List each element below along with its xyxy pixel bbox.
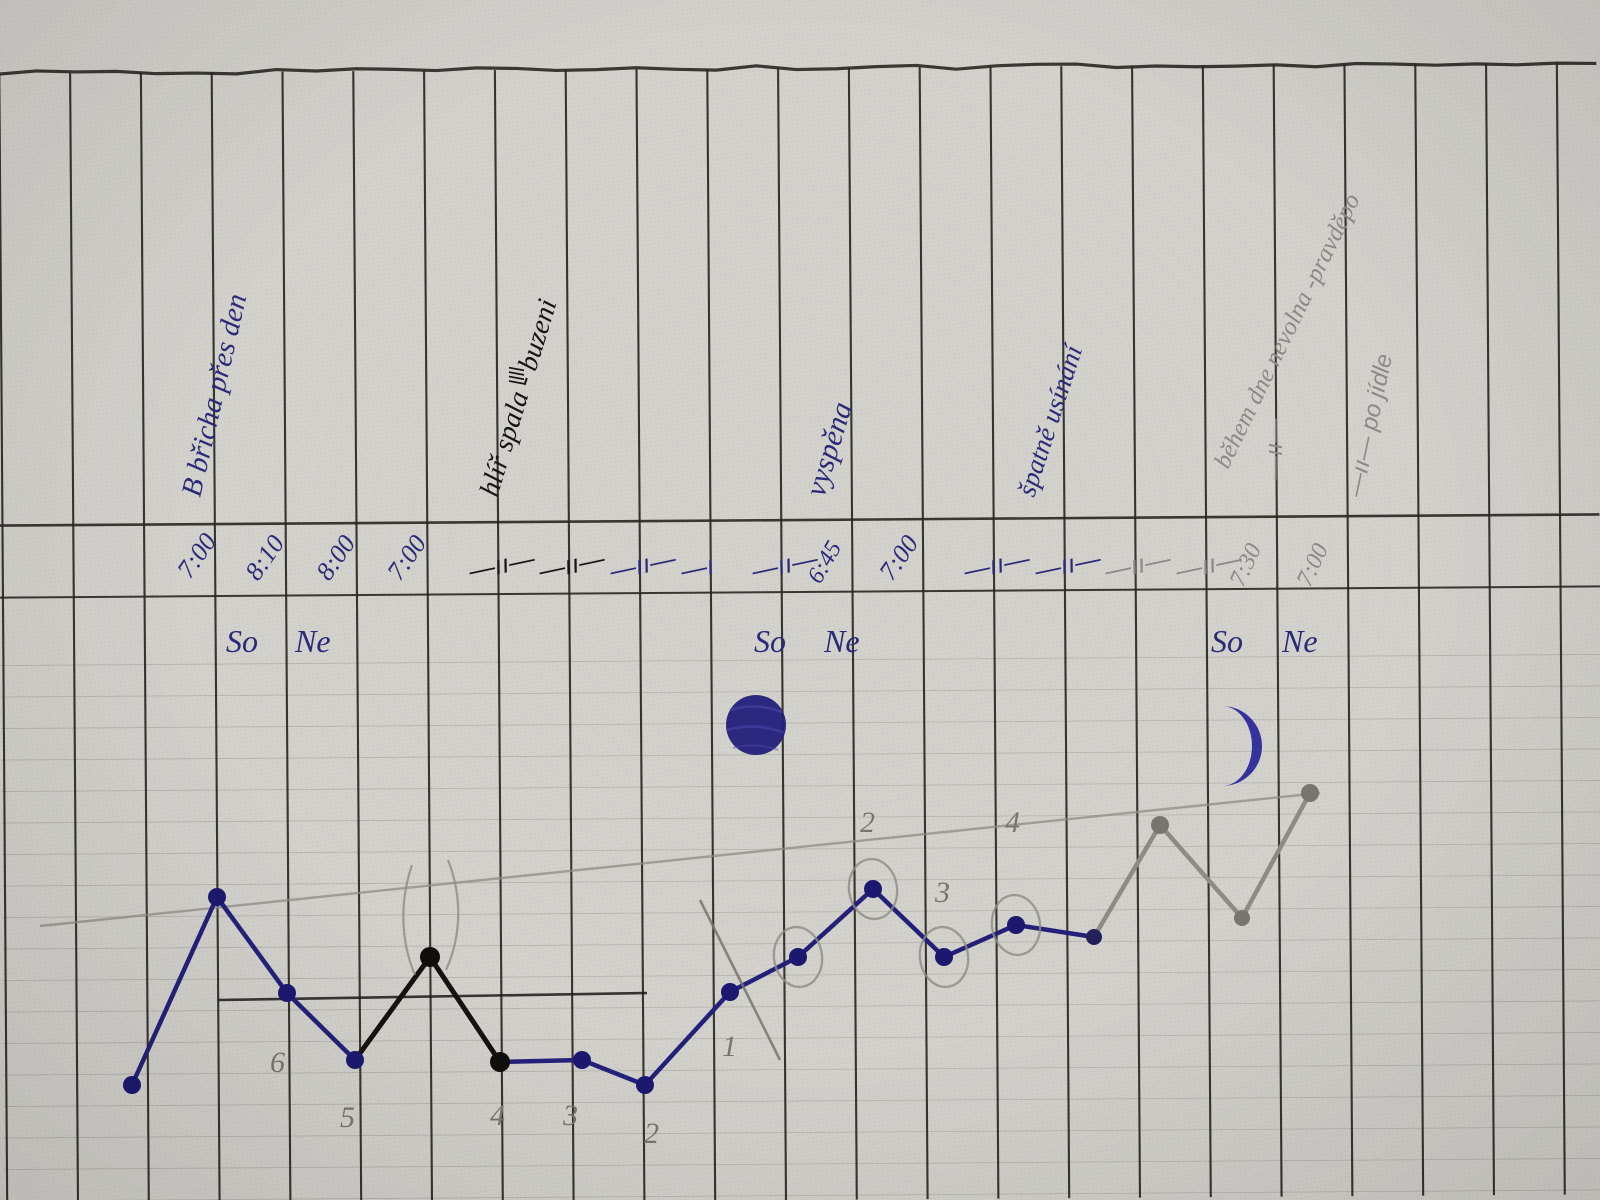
svg-text:So: So — [754, 623, 786, 659]
svg-text:So: So — [1211, 623, 1243, 659]
svg-text:4: 4 — [1005, 806, 1020, 839]
svg-text:1: 1 — [722, 1030, 737, 1063]
svg-text:llll: llll — [507, 367, 529, 385]
svg-text:5: 5 — [340, 1101, 355, 1134]
svg-text:4: 4 — [490, 1099, 505, 1132]
svg-text:Ne: Ne — [1281, 623, 1318, 659]
svg-text:2: 2 — [644, 1117, 659, 1150]
svg-text:Ne: Ne — [294, 623, 331, 659]
svg-text:3: 3 — [934, 876, 950, 909]
svg-text:2: 2 — [860, 806, 875, 839]
svg-text:6: 6 — [270, 1046, 285, 1079]
svg-text:—ıı—: —ıı— — [1261, 418, 1288, 481]
svg-text:So: So — [226, 623, 258, 659]
svg-text:3: 3 — [562, 1099, 578, 1132]
svg-text:Ne: Ne — [823, 623, 860, 659]
